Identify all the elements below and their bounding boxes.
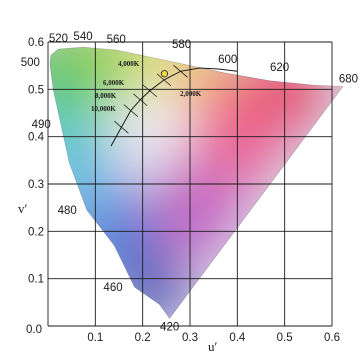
wavelength-label-460: 460	[103, 282, 122, 294]
isotherm-labels: 4,000K 6,000K 8,000K 10,000K 2,000K	[91, 60, 202, 113]
x-tick-label: 0.4	[229, 332, 246, 344]
y-axis-label: v′	[18, 201, 28, 216]
wavelength-labels: 420 460 480 490 500 520 540 560 580 600 620 680	[21, 31, 358, 333]
wavelength-label-680: 680	[339, 73, 358, 85]
planckian-locus	[110, 65, 238, 147]
y-tick-label: 0.2	[28, 226, 44, 238]
isotherm-line	[156, 73, 172, 87]
y-tick-label: 0.4	[28, 132, 45, 144]
x-axis-label: u′	[208, 339, 218, 354]
x-tick-label: 0.2	[135, 332, 151, 344]
gamut-color-blob	[66, 47, 143, 104]
wavelength-label-580: 580	[172, 39, 191, 51]
wavelength-label-420: 420	[160, 321, 179, 333]
isotherm-line	[114, 120, 129, 134]
x-tick-label: 0.5	[277, 332, 293, 344]
wavelength-label-500: 500	[21, 57, 40, 69]
planckian-locus-curve	[110, 67, 238, 147]
x-tick-label: 0.6	[324, 332, 340, 344]
wavelength-label-480: 480	[58, 205, 77, 217]
y-tick-label: 0.3	[28, 179, 44, 191]
isotherm-line	[133, 93, 148, 107]
x-tick-labels: 0.1 0.2 0.3 0.4 0.5 0.6	[87, 332, 340, 344]
wavelength-label-490: 490	[32, 119, 51, 131]
origin-tick-label: 0.0	[26, 324, 42, 336]
x-tick-label: 0.3	[182, 332, 198, 344]
gamut-color-blob	[109, 136, 167, 194]
wavelength-label-560: 560	[107, 34, 126, 46]
x-tick-label: 0.1	[87, 332, 103, 344]
wavelength-label-600: 600	[218, 54, 237, 66]
marked-point	[160, 70, 169, 78]
isotherm-label: 4,000K	[118, 60, 140, 68]
grid	[47, 41, 333, 327]
y-tick-label: 0.5	[28, 84, 44, 96]
spectral-locus	[49, 46, 344, 319]
y-tick-label: 0.1	[28, 274, 44, 286]
wavelength-label-520: 520	[49, 33, 68, 45]
isotherm-line	[173, 65, 188, 78]
wavelength-label-620: 620	[270, 62, 289, 74]
isotherm-label: 6,000K	[103, 79, 125, 87]
isotherm-label: 2,000K	[180, 90, 202, 98]
isotherm-line	[123, 104, 139, 117]
isotherm-label: 10,000K	[91, 105, 116, 113]
y-tick-label: 0.6	[28, 37, 44, 49]
y-tick-labels: 0.1 0.2 0.3 0.4 0.5 0.6	[28, 37, 45, 286]
wavelength-label-540: 540	[73, 31, 92, 43]
isotherm-line	[142, 84, 158, 98]
isotherm-label: 8,000K	[95, 92, 117, 100]
